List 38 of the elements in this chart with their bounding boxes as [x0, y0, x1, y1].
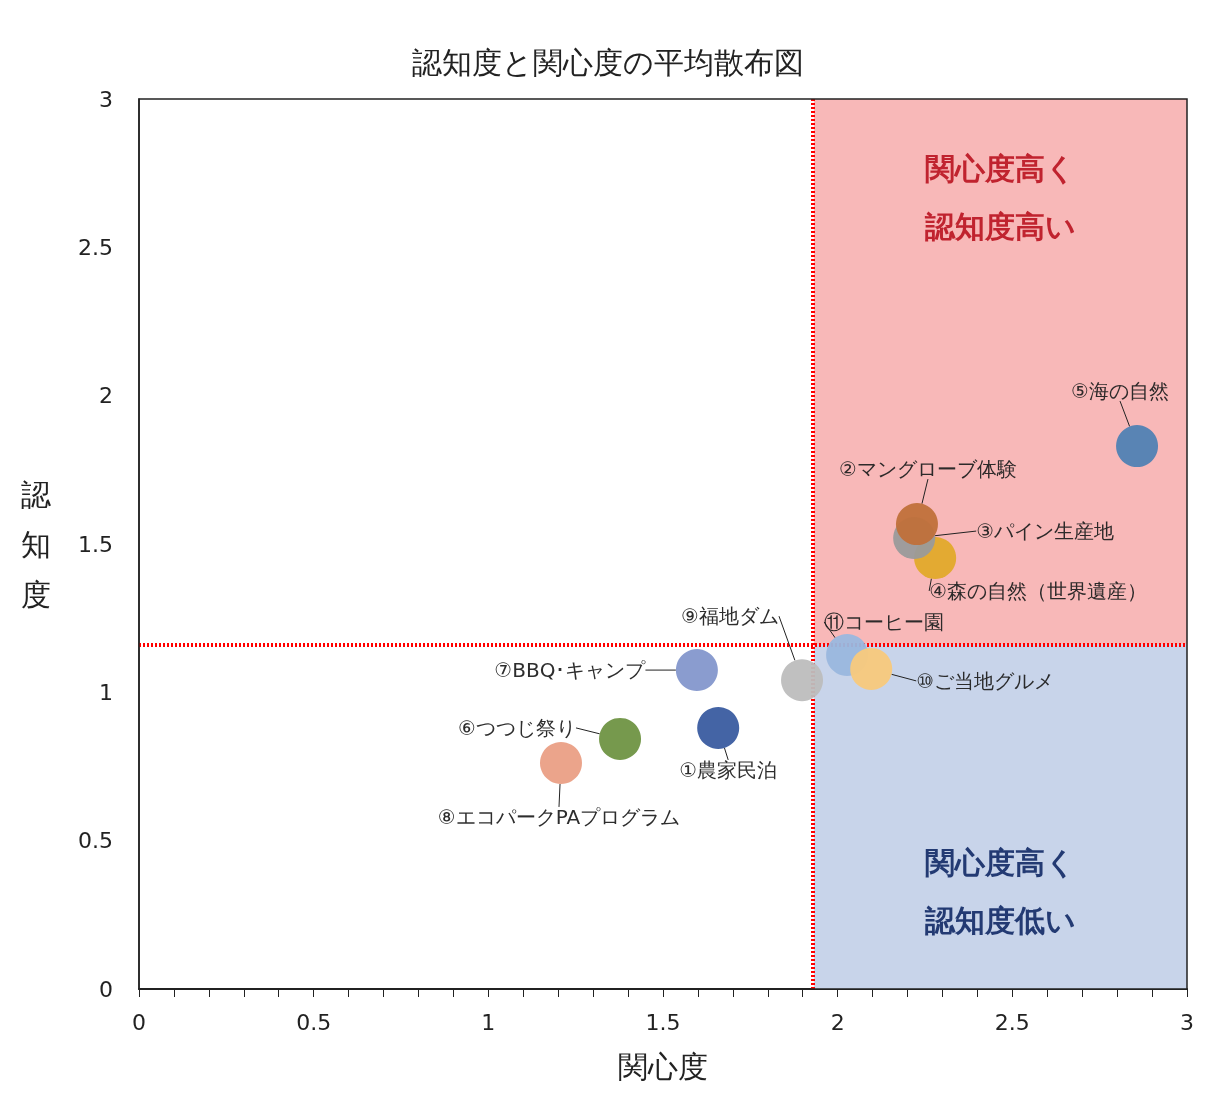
x-tick-label: 1 [481, 1009, 496, 1035]
series-label: ⑤海の自然 [1071, 379, 1170, 404]
series-label: ⑧エコパークPAプログラム [437, 804, 681, 829]
x-tick-label: 0 [132, 1009, 146, 1035]
series-label: ⑦BBQ･キャンプ [494, 658, 647, 683]
text: ③パイン生産地 [976, 519, 1115, 544]
series-label: ⑪コーヒー園 [824, 609, 945, 634]
band-label: 関心度高く認知度低い [923, 844, 1076, 938]
x-tick-label: 2 [830, 1009, 845, 1035]
x-tick-label: 1.5 [645, 1009, 681, 1035]
series-label: ①農家民泊 [679, 757, 778, 782]
band-label: 関心度高く認知度高い [923, 150, 1076, 244]
y-tick-label: 0 [99, 976, 113, 1002]
point [1116, 425, 1159, 468]
point [697, 706, 740, 749]
point [850, 647, 893, 690]
series-label: ②マングローブ体験 [839, 457, 1017, 482]
x-tick-label: 0.5 [296, 1009, 332, 1035]
point [599, 717, 642, 760]
x-tick-label: 2.5 [994, 1009, 1030, 1035]
y-tick-label: 1.5 [78, 531, 113, 557]
point [675, 649, 718, 692]
y-tick-label: 2.5 [78, 234, 113, 260]
point [896, 503, 938, 546]
point [540, 741, 582, 784]
series-label: ④森の自然（世界遺産） [929, 578, 1148, 603]
series-label: ⑥つつじ祭り [458, 715, 576, 740]
x-tick-label: 3 [1180, 1009, 1194, 1035]
y-tick-label: 2 [99, 383, 113, 409]
series-label: ⑨福地ダム [681, 604, 779, 629]
y-axis-title: 認知度 [21, 476, 51, 612]
series-label: ⑩ご当地グルメ [916, 668, 1055, 693]
y-tick-label: 1 [99, 679, 113, 705]
y-tick-label: 3 [99, 86, 113, 112]
x-axis-title: 関心度 [618, 1048, 708, 1084]
chart-title: 認知度と関心度の平均散布図 [411, 44, 804, 80]
y-tick-label: 0.5 [78, 828, 113, 854]
point [781, 659, 824, 702]
